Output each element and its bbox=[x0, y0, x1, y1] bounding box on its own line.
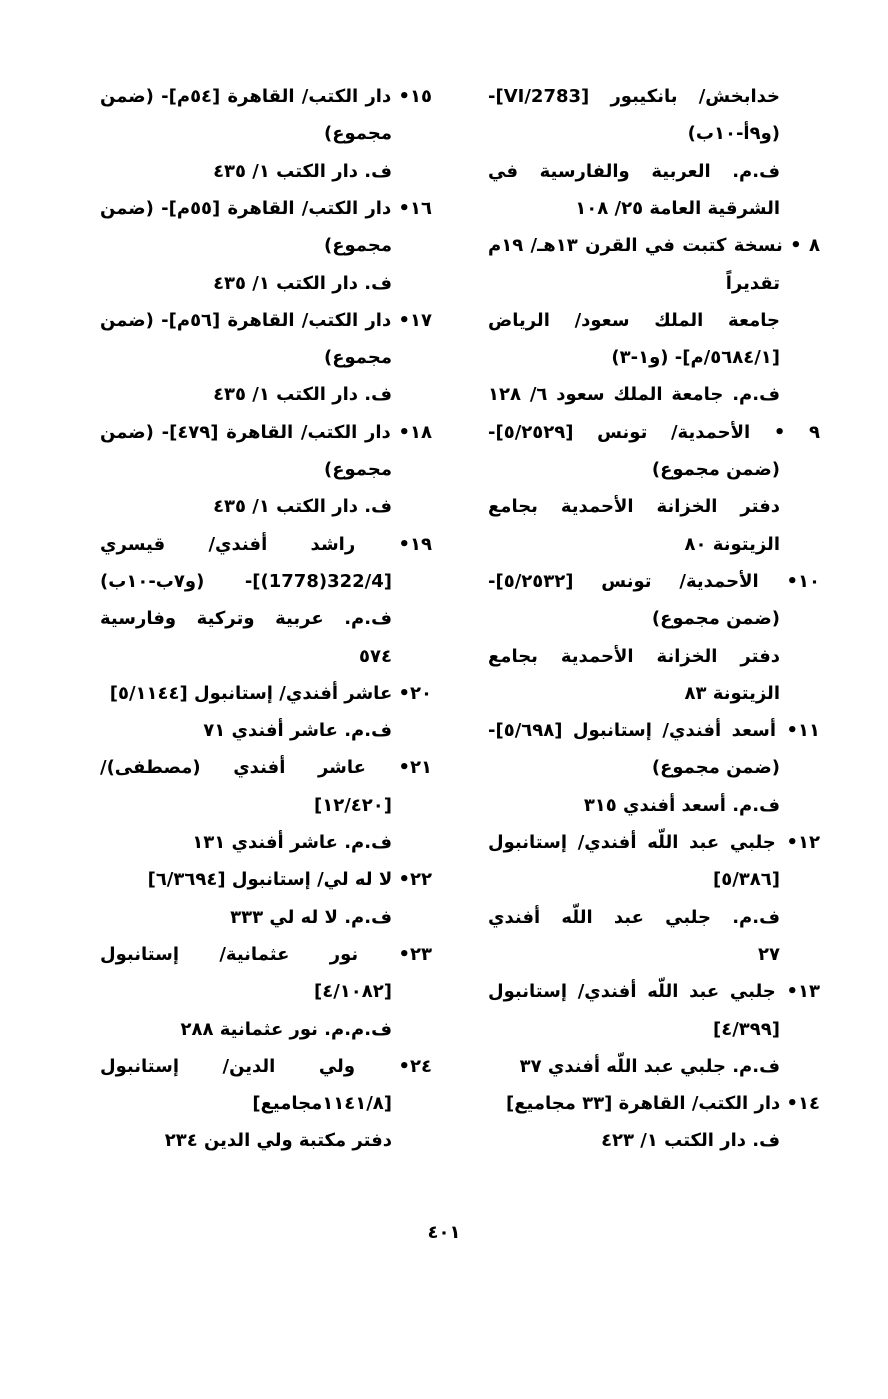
text-line: مجموع) bbox=[324, 123, 392, 145]
text-line: ف. دار الكتب ١/ ٤٣٥ bbox=[213, 384, 392, 406]
text-line: ١٦• دار الكتب/ القاهرة [٥٥م]- (ضمن bbox=[100, 197, 432, 219]
text-line: (ضمن مجموع) bbox=[651, 757, 780, 779]
text-line: ٢٢• لا له لي/ إستانبول [٦/٣٦٩٤] bbox=[147, 869, 432, 891]
text-line: ف. دار الكتب ١/ ٤٢٣ bbox=[601, 1130, 780, 1152]
text-line: [٥٦٨٤/١/م]- (و١-٣) bbox=[611, 347, 780, 369]
text-line: ف.م. أسعد أفندي ٣١٥ bbox=[583, 794, 780, 816]
text-line: مجموع) bbox=[324, 347, 392, 369]
text-line: ١٣• جلبي عبد اللّه أفندي/ إستانبول bbox=[488, 981, 820, 1003]
text-line: (و٩أ-١٠ب) bbox=[687, 123, 780, 145]
text-line: ٢٠• عاشر أفندي/ إستانبول [٥/١١٤٤] bbox=[109, 682, 432, 704]
text-line: ١٤• دار الكتب/ القاهرة [٣٣ مجاميع] bbox=[505, 1093, 820, 1115]
text-line: ف.م. جلبي عبد اللّه أفندي bbox=[488, 906, 780, 928]
text-line: ف.م. عاشر أفندي ١٣١ bbox=[192, 832, 392, 853]
text-line: ف.م. عربية وتركية وفارسية bbox=[100, 608, 392, 630]
text-line: [٤/٣٩٩] bbox=[713, 1018, 780, 1040]
text-line: مجموع) bbox=[324, 235, 392, 257]
text-line: [١١٤١/٨مجاميع] bbox=[252, 1093, 392, 1115]
text-line: ١٩• راشد أفندي/ قيسري bbox=[100, 533, 432, 555]
text-line: [٤/١٠٨٢] bbox=[314, 981, 392, 1003]
text-line: ف. دار الكتب ١/ ٤٣٥ bbox=[213, 496, 392, 518]
text-line: ٢٤• ولي الدين/ إستانبول bbox=[100, 1055, 432, 1077]
text-line: (ضمن مجموع) bbox=[651, 459, 780, 480]
text-line: ١٨• دار الكتب/ القاهرة [٤٧٩]- (ضمن bbox=[100, 421, 432, 443]
text-line: دفتر مكتبة ولي الدين ٢٣٤ bbox=[164, 1130, 392, 1152]
text-line: تقديراً bbox=[725, 272, 780, 294]
text-line: الشرقية العامة ٢٥/ ١٠٨ bbox=[575, 197, 780, 219]
text-line: ف.م. عاشر أفندي ٧١ bbox=[203, 720, 392, 742]
text-line: ١٠• الأحمدية/ تونس [٥/٢٥٣٢]- bbox=[488, 570, 820, 592]
text-line: ٨ • نسخة كتبت في القرن ١٣هـ/ ١٩م bbox=[488, 235, 820, 257]
text-line: جامعة الملك سعود/ الرياض bbox=[488, 309, 780, 331]
text-line: خدابخش/ بانكيبور [2783/VI]- bbox=[488, 86, 780, 107]
text-line: ٩ • الأحمدية/ تونس [٥/٢٥٢٩]- bbox=[488, 421, 820, 443]
text-line: ٢٣• نور عثمانية/ إستانبول bbox=[100, 943, 432, 965]
text-line: [322/4(1778)]- (و٧ب-١٠ب) bbox=[100, 570, 392, 592]
text-line: دفتر الخزانة الأحمدية بجامع bbox=[488, 645, 780, 667]
text-line: [١٢/٤٢٠] bbox=[314, 794, 392, 816]
text-line: ف. دار الكتب ١/ ٤٣٥ bbox=[213, 272, 392, 294]
text-line: ف.م.م. نور عثمانية ٢٨٨ bbox=[180, 1018, 392, 1040]
text-line: ١١• أسعد أفندي/ إستانبول [٥/٦٩٨]- bbox=[488, 720, 820, 742]
page-number: ٤٠١ bbox=[427, 1222, 461, 1243]
text-line: ف.م. العربية والفارسية في المكتبة bbox=[488, 160, 780, 182]
text-line: دفتر الخزانة الأحمدية بجامع bbox=[488, 496, 780, 518]
text-line: ف.م. جلبي عبد اللّه أفندي ٣٧ bbox=[519, 1055, 780, 1077]
text-line: [٥/٣٨٦] bbox=[713, 869, 780, 891]
text-line: ف.م. جامعة الملك سعود ٦/ ١٢٨ bbox=[488, 384, 780, 406]
text-line: (ضمن مجموع) bbox=[651, 608, 780, 630]
text-line: ٢٧ bbox=[758, 943, 780, 965]
text-line: ٥٧٤ bbox=[359, 645, 392, 667]
text-line: ١٥• دار الكتب/ القاهرة [٥٤م]- (ضمن bbox=[100, 86, 432, 107]
text-line: ف.م. لا له لي ٣٣٣ bbox=[230, 906, 392, 928]
text-line: ٢١• عاشر أفندي (مصطفى)/ إستانبول bbox=[100, 757, 432, 779]
text-line: ف. دار الكتب ١/ ٤٣٥ bbox=[213, 160, 392, 182]
text-line: ١٢• جلبي عبد اللّه أفندي/ إستانبول bbox=[488, 832, 820, 853]
text-line: ١٧• دار الكتب/ القاهرة [٥٦م]- (ضمن bbox=[100, 309, 432, 331]
text-line: مجموع) bbox=[324, 459, 392, 480]
text-line: الزيتونة ٨٣ bbox=[684, 682, 780, 704]
text-line: الزيتونة ٨٠ bbox=[684, 533, 780, 555]
